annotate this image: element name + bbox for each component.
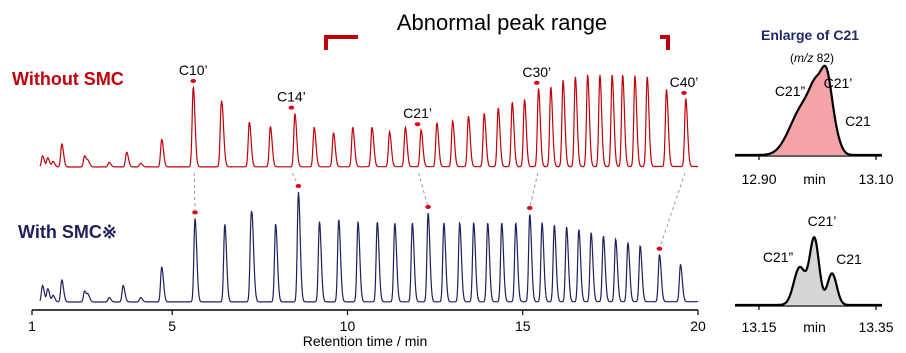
inset-title: Enlarge of C21	[761, 27, 859, 43]
inset-x-tick-label: min	[803, 171, 826, 187]
inset-subtitle: (m/z 82)	[790, 51, 834, 65]
inset-trace	[735, 64, 882, 157]
inset-with-smc: 13.15 min 13.35 C21” C21’ C21	[735, 213, 894, 335]
peak-link-1	[291, 172, 299, 187]
inset-without-smc: Enlarge of C21 (m/z 82) 12.90 min 13.10 C21…	[735, 27, 894, 187]
peak-marker-without-smc-0	[190, 78, 197, 83]
peak-link-4	[658, 172, 686, 249]
peak-marker-without-smc-2	[414, 122, 421, 127]
peak-label-4: C40’	[670, 74, 699, 90]
peak-link-0	[193, 172, 196, 213]
peak-marker-without-smc-3	[533, 80, 540, 85]
series-label-with-smc: With SMC※	[18, 222, 117, 242]
peak-label-2: C21’	[403, 105, 432, 121]
inset-peak-area	[735, 65, 882, 155]
peak-marker-with-smc-2	[425, 204, 431, 209]
peak-link-3	[529, 172, 539, 209]
peak-marker-with-smc-0	[192, 210, 198, 215]
inset-peak-label: C21”	[763, 249, 794, 265]
peak-marker-with-smc-1	[295, 184, 302, 188]
main-x-tick-label-15: 15	[515, 318, 531, 334]
inset-peak-label: C21’	[824, 75, 853, 91]
main-x-tick-label-20: 20	[690, 318, 706, 334]
inset-x-tick-label: min	[803, 319, 826, 335]
peak-marker-with-smc-4	[656, 246, 663, 251]
trace-without-smc	[39, 74, 698, 168]
main-x-tick-label-10: 10	[340, 318, 356, 334]
main-x-axis: 1 5 10 15 20 Retention time / min	[28, 309, 706, 349]
peak-marker-without-smc-1	[288, 105, 295, 110]
peak-marker-with-smc-3	[526, 206, 533, 210]
series-label-without-smc: Without SMC	[12, 69, 124, 89]
peak-link-2	[418, 172, 429, 208]
abnormal-range-label: Abnormal peak range	[397, 10, 607, 35]
inset-peak-label: C21	[845, 113, 871, 129]
peak-label-3: C30’	[522, 64, 551, 80]
abnormal-range-bracket	[324, 35, 670, 50]
peak-label-0: C10’	[179, 62, 208, 78]
inset-x-tick-label: 13.35	[858, 319, 893, 335]
inset-peak-label: C21”	[775, 83, 806, 99]
inset-peak-label: C21	[836, 251, 862, 267]
main-x-axis-label: Retention time / min	[303, 333, 428, 349]
inset-x-tick-label: 12.90	[741, 171, 776, 187]
main-x-tick-label-5: 5	[168, 318, 176, 334]
inset-x-tick-label: 13.15	[741, 319, 776, 335]
inset-trace	[735, 236, 882, 307]
peak-marker-without-smc-4	[681, 90, 687, 95]
inset-peak-label: C21’	[808, 213, 837, 229]
main-x-tick-label-1: 1	[28, 318, 36, 334]
peak-label-1: C14’	[277, 89, 306, 105]
trace-with-smc	[39, 192, 698, 303]
inset-x-tick-label: 13.10	[858, 171, 893, 187]
inset-peak-area	[735, 237, 882, 305]
